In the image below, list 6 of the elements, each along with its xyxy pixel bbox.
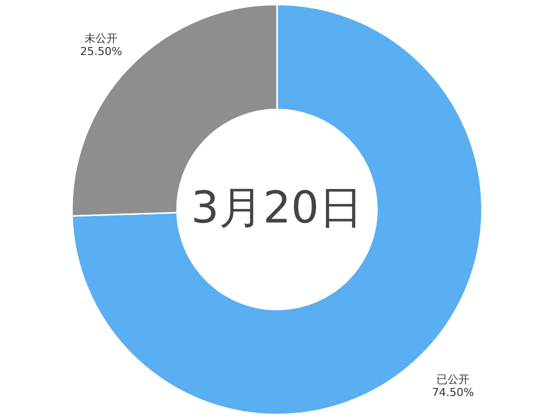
donut-slice <box>71 4 482 416</box>
slice-label: 已公开 <box>436 373 470 386</box>
data-label: 74.50% <box>432 386 474 399</box>
data-label: 25.50% <box>80 45 122 58</box>
text: 3月20日 <box>191 182 363 234</box>
slice-label: 未公开 <box>84 32 118 45</box>
